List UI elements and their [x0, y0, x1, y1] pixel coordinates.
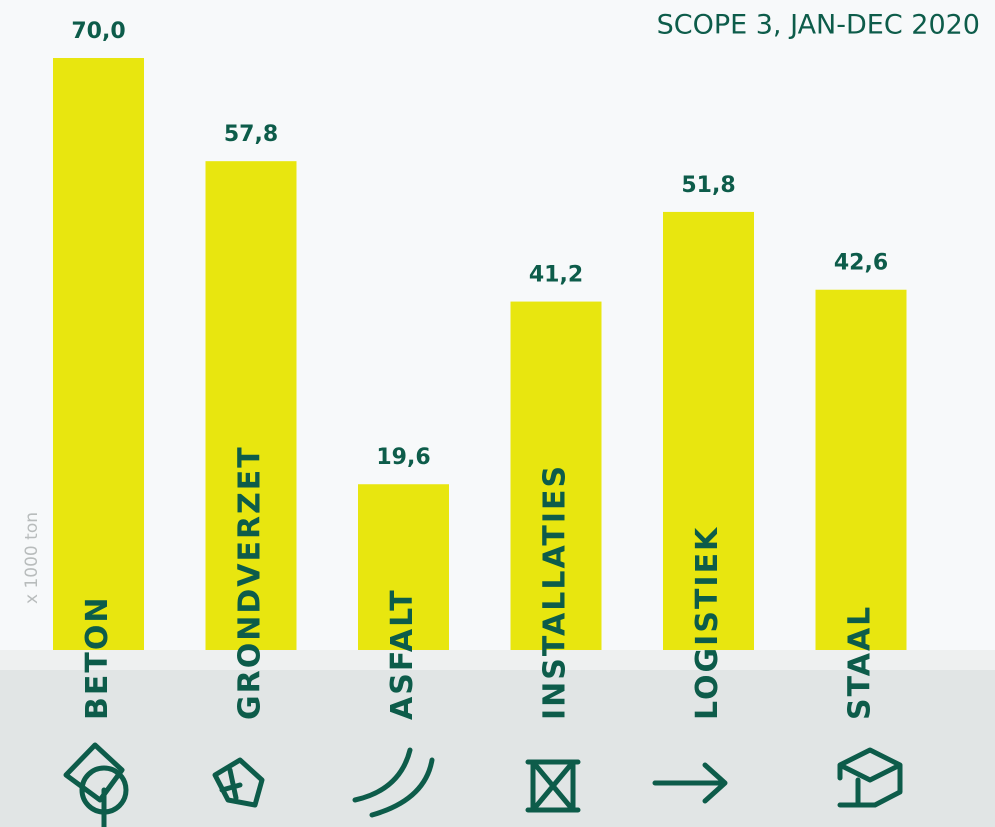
value-label: 41,2	[529, 263, 583, 288]
category-label: GRONDVERZET	[233, 445, 268, 720]
icon-installaties	[525, 759, 581, 813]
icon-logistiek	[652, 762, 728, 804]
value-label: 57,8	[224, 122, 278, 147]
bar	[358, 484, 449, 650]
category-label: BETON	[80, 596, 115, 720]
icon-grondverzet	[212, 757, 265, 808]
category-label: STAAL	[843, 605, 878, 720]
bar	[510, 301, 602, 650]
category-label: ASFALT	[385, 588, 420, 720]
value-label: 51,8	[681, 173, 735, 198]
category-label: LOGISTIEK	[690, 526, 725, 720]
strip	[0, 650, 995, 670]
bar	[815, 289, 907, 650]
value-label: 19,6	[376, 445, 430, 470]
icons	[63, 742, 903, 827]
icon-staal	[837, 747, 903, 808]
bar	[205, 161, 297, 651]
unit-label: x 1000 ton	[22, 512, 42, 604]
value-label: 42,6	[834, 251, 888, 276]
value-label: 70,0	[71, 19, 125, 44]
icon-beton	[63, 742, 129, 827]
chart-title: SCOPE 3, JAN-DEC 2020	[657, 10, 980, 41]
bar	[53, 58, 144, 650]
footer-band	[0, 670, 995, 827]
icon-asfalt	[352, 747, 435, 818]
category-label: INSTALLATIES	[538, 464, 573, 720]
bar	[663, 211, 754, 651]
